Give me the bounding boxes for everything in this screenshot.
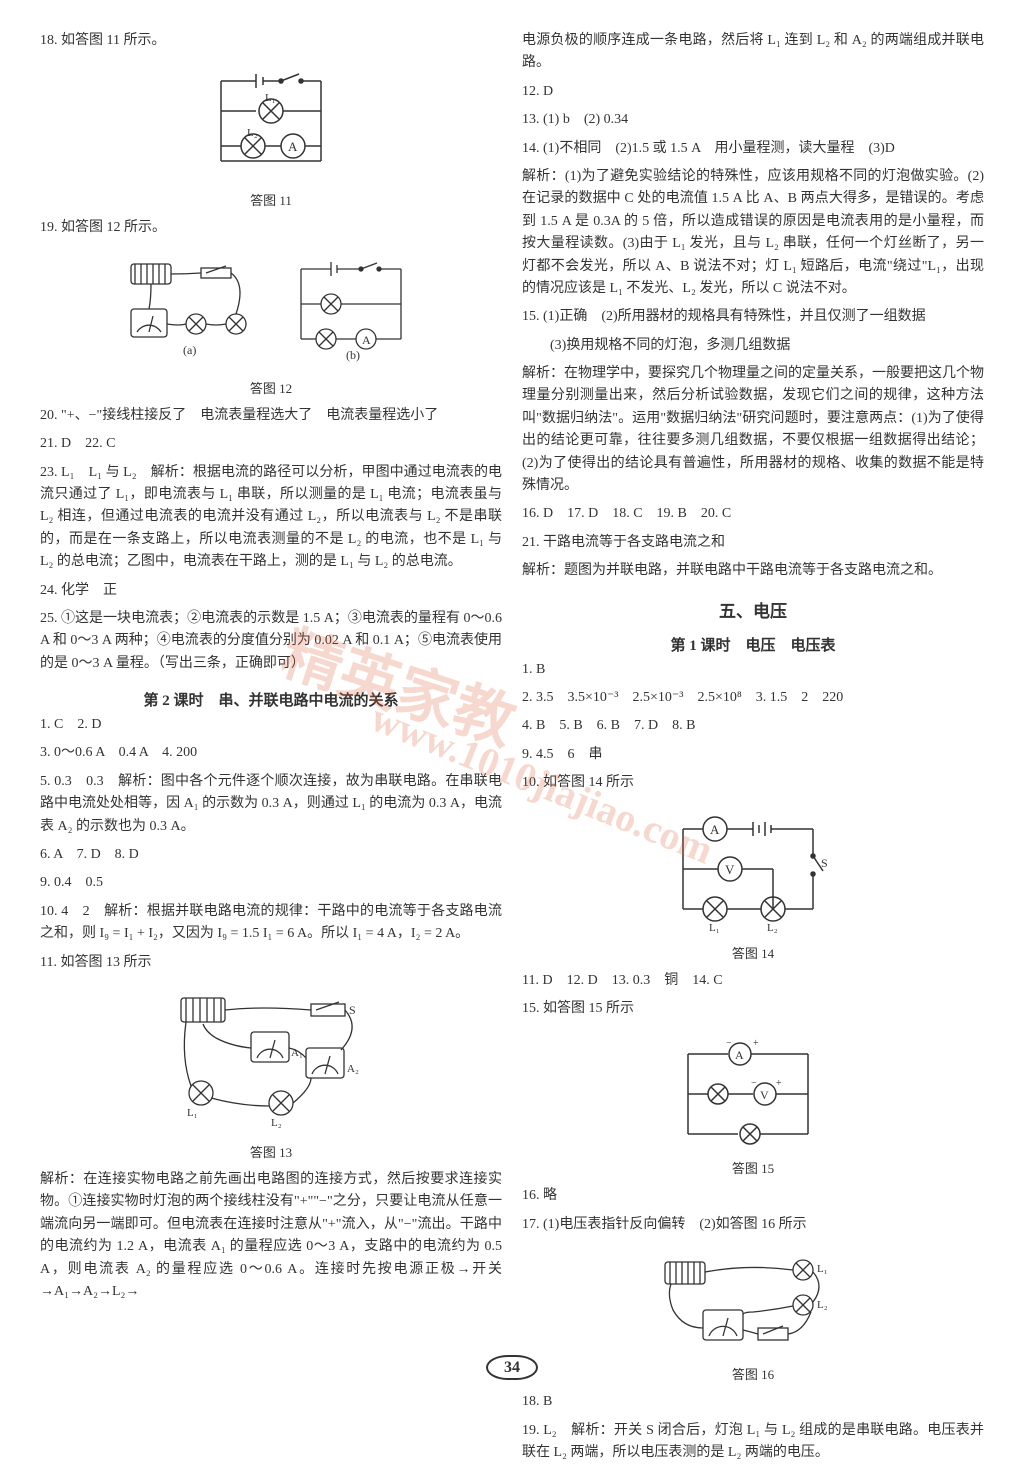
svg-text:L₂: L₂ bbox=[817, 1299, 828, 1311]
answer-21-22: 21. D 22. C bbox=[40, 433, 502, 455]
answer-23: 23. L₁ L₁ 与 L₂ 解析：根据电流的路径可以分析，甲图中通过电流表的电… bbox=[40, 462, 502, 574]
answer-15c: 解析：在物理学中，要探究几个物理量之间的定量关系，一般要把这几个物理量分别测量出… bbox=[522, 363, 984, 497]
figure-14: A S V bbox=[522, 809, 984, 962]
s2-answer-6-8: 6. A 7. D 8. D bbox=[40, 844, 502, 866]
svg-text:A: A bbox=[362, 333, 371, 347]
s2-answer-5: 5. 0.3 0.3 解析：图中各个元件逐个顺次连接，故为串联电路。在串联电路中… bbox=[40, 771, 502, 838]
right-column: 电源负极的顺序连成一条电路，然后将 L₁ 连到 L₂ 和 A₂ 的两端组成并联电… bbox=[522, 30, 984, 1330]
figure-15-caption: 答图 15 bbox=[732, 1158, 774, 1177]
s5-answer-19: 19. L₂ 解析：开关 S 闭合后，灯泡 L₁ 与 L₂ 组成的是串联电路。电… bbox=[522, 1420, 984, 1464]
s5-answer-4-8: 4. B 5. B 6. B 7. D 8. B bbox=[522, 715, 984, 737]
svg-text:−: − bbox=[726, 1038, 732, 1049]
figure-16-caption: 答图 16 bbox=[732, 1364, 774, 1383]
page-number-badge: 34 bbox=[486, 1355, 538, 1380]
s5-answer-9: 9. 4.5 6 串 bbox=[522, 744, 984, 766]
svg-text:+: + bbox=[753, 1038, 759, 1049]
page-footer: 34 bbox=[486, 1359, 538, 1377]
s5-answer-11-14: 11. D 12. D 13. 0.3 铜 14. C bbox=[522, 970, 984, 992]
page-columns: 18. 如答图 11 所示。 bbox=[40, 30, 984, 1330]
svg-text:V: V bbox=[725, 862, 735, 877]
s2-answer-1-2: 1. C 2. D bbox=[40, 714, 502, 736]
answer-24: 24. 化学 正 bbox=[40, 580, 502, 602]
answer-15a: 15. (1)正确 (2)所用器材的规格具有特殊性，并且仅测了一组数据 bbox=[522, 306, 984, 328]
figure-14-caption: 答图 14 bbox=[732, 943, 774, 962]
figure-11-caption: 答图 11 bbox=[250, 190, 292, 209]
left-column: 18. 如答图 11 所示。 bbox=[40, 30, 502, 1330]
svg-text:A: A bbox=[288, 139, 298, 154]
svg-text:(a): (a) bbox=[183, 343, 196, 357]
svg-text:A: A bbox=[735, 1048, 744, 1062]
svg-text:S: S bbox=[349, 1003, 356, 1017]
answer-14a: 14. (1)不相同 (2)1.5 或 1.5 A 用小量程测，读大量程 (3)… bbox=[522, 138, 984, 160]
figure-13-caption: 答图 13 bbox=[250, 1142, 292, 1161]
svg-text:L₁: L₁ bbox=[817, 1263, 828, 1275]
svg-text:L₂: L₂ bbox=[247, 127, 258, 139]
answer-13r: 13. (1) b (2) 0.34 bbox=[522, 109, 984, 131]
s2-answer-10: 10. 4 2 解析：根据并联电路电流的规律：干路中的电流等于各支路电流之和，则… bbox=[40, 901, 502, 946]
s2-answer-9: 9. 0.4 0.5 bbox=[40, 872, 502, 894]
s2-answer-3-4: 3. 0～0.6 A 0.4 A 4. 200 bbox=[40, 742, 502, 764]
s5-answer-16: 16. 略 bbox=[522, 1185, 984, 1207]
answer-19: 19. 如答图 12 所示。 bbox=[40, 217, 502, 239]
figure-12-caption: 答图 12 bbox=[250, 378, 292, 397]
answer-20: 20. "+、−"接线柱接反了 电流表量程选大了 电流表量程选小了 bbox=[40, 405, 502, 427]
section-5-title: 五、电压 bbox=[522, 597, 984, 622]
answer-21rb: 解析：题图为并联电路，并联电路中干路电流等于各支路电流之和。 bbox=[522, 560, 984, 582]
s5-answer-1: 1. B bbox=[522, 659, 984, 681]
figure-15: A − + V − + bbox=[522, 1034, 984, 1177]
section-2-title: 第 2 课时 串、并联电路中电流的关系 bbox=[40, 689, 502, 710]
answer-18: 18. 如答图 11 所示。 bbox=[40, 30, 502, 52]
svg-text:L₂: L₂ bbox=[271, 1117, 282, 1129]
s5-answer-10: 10. 如答图 14 所示 bbox=[522, 772, 984, 794]
figure-11: L₁ L₂ A 答图 11 bbox=[40, 66, 502, 209]
svg-text:−: − bbox=[751, 1078, 757, 1089]
svg-text:(b): (b) bbox=[346, 348, 360, 362]
answer-15b: (3)换用规格不同的灯泡，多测几组数据 bbox=[522, 335, 984, 357]
s5-answer-2-3: 2. 3.5 3.5×10⁻³ 2.5×10⁻³ 2.5×10⁸ 3. 1.5 … bbox=[522, 687, 984, 709]
figure-12: (a) bbox=[40, 254, 502, 397]
svg-text:V: V bbox=[760, 1088, 769, 1102]
s5-answer-18: 18. B bbox=[522, 1391, 984, 1413]
s2-answer-11-analysis: 解析：在连接实物电路之前先画出电路图的连接方式，然后按要求连接实物。①连接实物时… bbox=[40, 1169, 502, 1303]
figure-16: L₁ L₂ bbox=[522, 1250, 984, 1383]
answer-21r: 21. 干路电流等于各支路电流之和 bbox=[522, 532, 984, 554]
svg-text:L₂: L₂ bbox=[767, 922, 778, 934]
s5-answer-17: 17. (1)电压表指针反向偏转 (2)如答图 16 所示 bbox=[522, 1214, 984, 1236]
answer-14b: 解析：(1)为了避免实验结论的特殊性，应该用规格不同的灯泡做实验。(2)在记录的… bbox=[522, 166, 984, 300]
figure-13: S A₁ A₂ L₁ L₂ bbox=[40, 988, 502, 1161]
svg-text:S: S bbox=[821, 856, 828, 870]
svg-text:A₂: A₂ bbox=[347, 1063, 359, 1075]
answer-12r: 12. D bbox=[522, 81, 984, 103]
answer-16-20: 16. D 17. D 18. C 19. B 20. C bbox=[522, 503, 984, 525]
section-5-sub: 第 1 课时 电压 电压表 bbox=[522, 634, 984, 655]
right-continuation: 电源负极的顺序连成一条电路，然后将 L₁ 连到 L₂ 和 A₂ 的两端组成并联电… bbox=[522, 30, 984, 75]
answer-25: 25. ①这是一块电流表；②电流表的示数是 1.5 A；③电流表的量程有 0～0… bbox=[40, 608, 502, 675]
svg-text:L₁: L₁ bbox=[709, 922, 720, 934]
svg-text:+: + bbox=[776, 1078, 782, 1089]
s5-answer-15: 15. 如答图 15 所示 bbox=[522, 998, 984, 1020]
svg-text:A: A bbox=[710, 822, 720, 837]
svg-text:L₁: L₁ bbox=[187, 1107, 198, 1119]
s2-answer-11: 11. 如答图 13 所示 bbox=[40, 952, 502, 974]
svg-text:L₁: L₁ bbox=[265, 92, 276, 104]
